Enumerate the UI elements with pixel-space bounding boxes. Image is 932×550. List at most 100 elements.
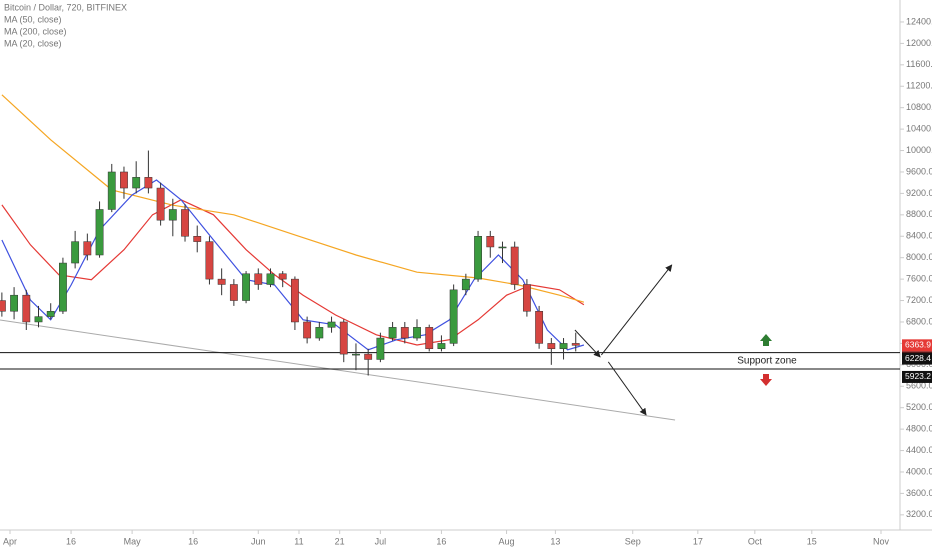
y-tick-label: 10800.0 xyxy=(906,102,932,112)
x-tick-label: Apr xyxy=(3,536,17,546)
candle-body xyxy=(571,343,580,346)
x-tick-label: Jun xyxy=(251,536,266,546)
y-tick-label: 4000.0 xyxy=(906,466,932,476)
candle-body xyxy=(388,327,397,339)
candle-body xyxy=(474,236,482,280)
candle-body xyxy=(217,278,226,285)
projection-arrow xyxy=(607,361,647,416)
candle-body xyxy=(242,273,250,301)
candle-body xyxy=(193,236,202,242)
y-tick-label: 3600.0 xyxy=(906,488,932,498)
support-level-label: 6228.4 xyxy=(905,353,931,363)
x-tick-label: 16 xyxy=(188,536,198,546)
candle-body xyxy=(486,236,495,248)
x-tick-label: Oct xyxy=(748,536,763,546)
candle-body xyxy=(229,284,238,301)
candle-body xyxy=(547,343,556,350)
candle-body xyxy=(254,273,263,285)
candle-body xyxy=(107,171,116,210)
y-tick-label: 7200.0 xyxy=(906,295,932,305)
candle-body xyxy=(120,171,128,189)
candle-body xyxy=(10,294,18,312)
candle-body xyxy=(156,187,165,221)
candle-body xyxy=(461,278,470,291)
x-tick-label: 21 xyxy=(335,536,345,546)
chart-title: Bitcoin / Dollar, 720, BITFINEX xyxy=(4,2,127,12)
x-tick-label: Jul xyxy=(375,536,387,546)
candle-body xyxy=(83,241,92,256)
candle-body xyxy=(59,262,67,312)
projection-arrow xyxy=(574,329,601,358)
x-tick-label: 13 xyxy=(550,536,560,546)
candle-body xyxy=(168,209,177,221)
y-tick-label: 11600.0 xyxy=(906,59,932,69)
moving-average-line xyxy=(1,199,585,346)
candle-body xyxy=(498,246,507,249)
support-level-label-box xyxy=(902,370,932,383)
y-tick-label: 9600.0 xyxy=(906,166,932,176)
candle-body xyxy=(71,241,80,264)
x-tick-label: 16 xyxy=(66,536,76,546)
y-tick-label: 5200.0 xyxy=(906,402,932,412)
candle-body xyxy=(181,209,189,237)
candle-body xyxy=(559,343,568,350)
candle-body xyxy=(144,177,153,189)
support-zone-label: Support zone xyxy=(737,355,797,366)
candle-body xyxy=(0,300,6,312)
candle-body xyxy=(205,241,214,280)
candle-body xyxy=(425,327,434,350)
candle-body xyxy=(34,316,43,323)
current-price-label: 6363.9 xyxy=(905,340,931,350)
up-arrow-icon xyxy=(760,334,772,346)
candle-body xyxy=(315,327,324,339)
x-tick-label: Nov xyxy=(873,536,890,546)
y-tick-label: 7600.0 xyxy=(906,273,932,283)
y-tick-label: 8800.0 xyxy=(906,209,932,219)
support-level-label: 5923.2 xyxy=(905,371,931,381)
candle-body xyxy=(522,284,531,312)
candle-body xyxy=(535,311,544,344)
candle-body xyxy=(376,337,385,360)
x-tick-label: 17 xyxy=(693,536,703,546)
x-tick-label: Sep xyxy=(625,536,641,546)
x-tick-label: 11 xyxy=(294,536,303,546)
trendline xyxy=(0,319,676,421)
y-tick-label: 3200.0 xyxy=(906,509,932,519)
current-price-label-box xyxy=(902,339,932,352)
candle-body xyxy=(437,343,446,350)
candle-body xyxy=(327,321,336,328)
y-tick-label: 11200.0 xyxy=(906,81,932,91)
projection-arrow xyxy=(600,264,673,356)
x-tick-label: 16 xyxy=(436,536,446,546)
y-tick-label: 10000.0 xyxy=(906,145,932,155)
legend-entry: MA (200, close) xyxy=(4,26,67,36)
candle-body xyxy=(266,273,275,285)
legend-entry: MA (50, close) xyxy=(4,14,62,24)
y-tick-label: 9200.0 xyxy=(906,188,932,198)
y-tick-label: 8400.0 xyxy=(906,231,932,241)
x-tick-label: May xyxy=(124,536,142,546)
candle-body xyxy=(278,273,287,280)
candle-body xyxy=(339,321,348,355)
down-arrow-icon xyxy=(760,374,772,386)
legend-entry: MA (20, close) xyxy=(4,38,62,48)
y-tick-label: 6800.0 xyxy=(906,316,932,326)
candle-body xyxy=(95,209,104,256)
candle-body xyxy=(510,246,519,285)
x-tick-label: Aug xyxy=(499,536,515,546)
y-tick-label: 8000.0 xyxy=(906,252,932,262)
support-level-label-box xyxy=(902,352,932,365)
candle-body xyxy=(46,311,55,317)
candle-body xyxy=(132,177,141,189)
candle-body xyxy=(413,327,421,339)
y-tick-label: 10400.0 xyxy=(906,123,932,133)
y-tick-label: 5600.0 xyxy=(906,381,932,391)
candle-body xyxy=(400,327,409,339)
candle-body xyxy=(352,353,360,356)
x-tick-label: 15 xyxy=(807,536,817,546)
y-tick-label: 12400.0 xyxy=(906,16,932,26)
candle-body xyxy=(22,294,31,323)
candle-body xyxy=(290,278,299,323)
